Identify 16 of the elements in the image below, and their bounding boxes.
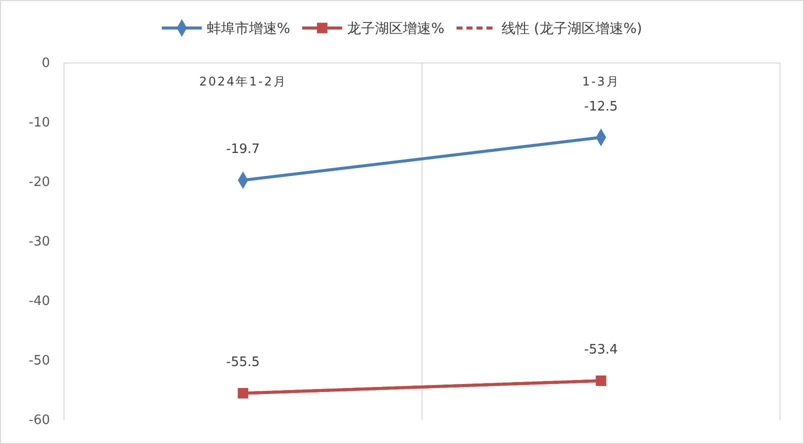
- data-label: -12.5: [584, 99, 618, 114]
- x-tick-label: 1-3月: [582, 74, 620, 89]
- data-label: -53.4: [584, 342, 618, 358]
- data-label: -19.7: [226, 142, 260, 158]
- x-tick-label: 2024年1-2月: [199, 74, 287, 89]
- y-tick-label: -20: [28, 175, 50, 190]
- data-label: -55.5: [226, 355, 260, 370]
- y-tick-label: -10: [28, 116, 50, 131]
- y-tick-label: -60: [28, 413, 50, 428]
- legend-label: 线性 (龙子湖区增速%): [501, 21, 642, 37]
- legend-label: 蚌埠市增速%: [206, 21, 290, 37]
- y-tick-label: -40: [28, 294, 50, 310]
- legend-label: 龙子湖区增速%: [347, 21, 444, 37]
- y-tick-label: -30: [28, 234, 50, 250]
- y-tick-label: 0: [42, 56, 50, 72]
- y-tick-label: -50: [28, 354, 50, 369]
